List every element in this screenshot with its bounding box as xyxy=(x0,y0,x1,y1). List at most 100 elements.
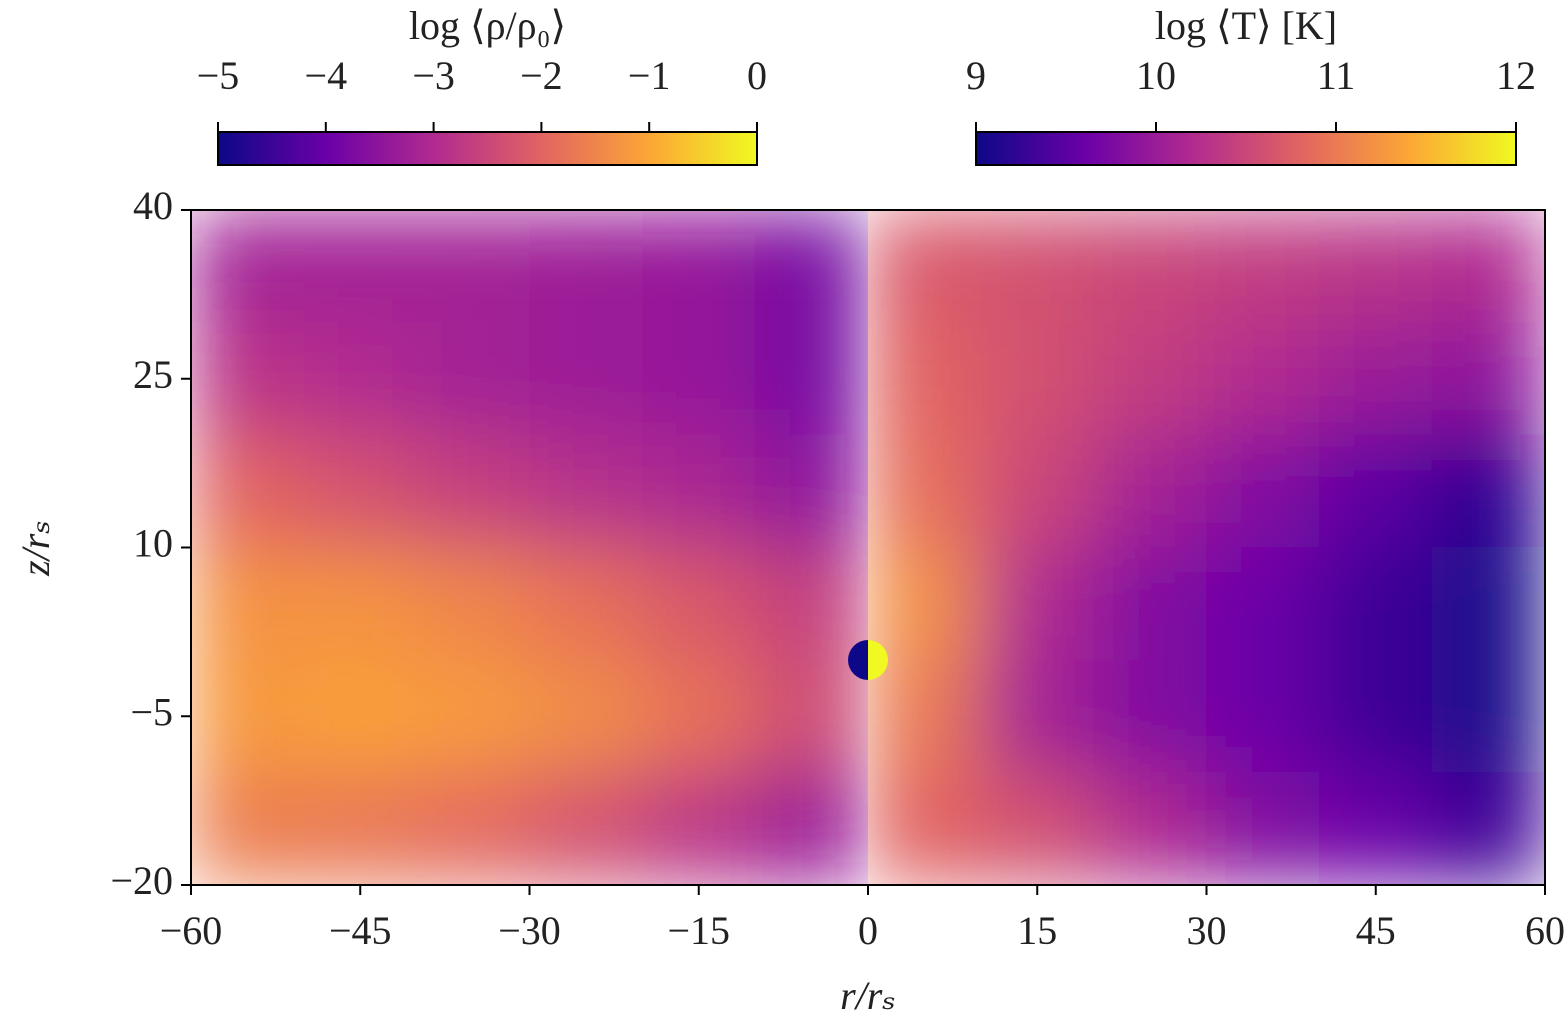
x-tick-label: −60 xyxy=(160,908,223,953)
heatmap-cell xyxy=(1206,434,1320,548)
y-tick-label: −20 xyxy=(110,858,173,903)
heatmap-cell xyxy=(754,210,868,323)
x-tick-label: −45 xyxy=(329,908,392,953)
heatmap-panel xyxy=(868,210,1545,885)
colorbar-tick-label: −4 xyxy=(305,53,348,98)
heatmap-cell xyxy=(641,434,756,548)
heatmap-cell xyxy=(754,322,868,436)
colorbar-tick-label: −1 xyxy=(628,53,671,98)
heatmap-cell xyxy=(416,210,530,323)
heatmap-cells xyxy=(191,210,868,885)
heatmap-cell xyxy=(191,434,305,548)
colorbar-label: log ⟨T⟩ [K] xyxy=(1155,3,1337,48)
heatmap-panel xyxy=(191,210,868,885)
heatmap-cell xyxy=(416,322,530,436)
heatmap-cell xyxy=(416,547,530,661)
heatmap-cell xyxy=(1431,322,1545,436)
heatmap-cell xyxy=(1206,322,1320,436)
heatmap-cell xyxy=(1318,322,1433,436)
y-tick-label: 10 xyxy=(133,521,173,566)
heatmap-cell xyxy=(529,434,643,548)
x-tick-label: 60 xyxy=(1525,908,1565,953)
x-tick-label: 15 xyxy=(1017,908,1057,953)
colorbar-tick-label: 12 xyxy=(1496,53,1536,98)
colorbar-tick-label: −3 xyxy=(412,53,455,98)
heatmap-cell xyxy=(191,322,305,436)
y-tick-label: −5 xyxy=(130,689,173,734)
heatmap-cell xyxy=(191,772,305,885)
heatmap-cell xyxy=(641,659,756,773)
colorbar-tick-label: −2 xyxy=(520,53,563,98)
heatmap-cell xyxy=(416,772,530,885)
heatmap-cell xyxy=(1318,547,1433,661)
central-object xyxy=(848,640,868,680)
x-axis-label: r/rₛ xyxy=(840,973,896,1018)
heatmap-cell xyxy=(980,210,1095,323)
heatmap-cell xyxy=(529,210,643,323)
heatmap-cell xyxy=(529,659,643,773)
heatmap-cell xyxy=(1093,772,1207,885)
heatmap-cell xyxy=(1431,434,1545,548)
y-tick-label: 40 xyxy=(133,183,173,228)
heatmap-cell xyxy=(416,659,530,773)
heatmap-cell xyxy=(1318,210,1433,323)
heatmap-cell xyxy=(303,210,418,323)
heatmap-cell xyxy=(1431,210,1545,323)
heatmap-cell xyxy=(868,659,982,773)
y-tick-label: 25 xyxy=(133,352,173,397)
heatmap-cell xyxy=(1431,772,1545,885)
heatmap-cell xyxy=(980,322,1095,436)
heatmap-cell xyxy=(868,547,982,661)
heatmap-cell xyxy=(1318,659,1433,773)
heatmap-cell xyxy=(641,772,756,885)
heatmap-cell xyxy=(1206,659,1320,773)
heatmap-cell xyxy=(1093,547,1207,661)
heatmap-cell xyxy=(1318,772,1433,885)
heatmap-cell xyxy=(754,434,868,548)
heatmap-cell xyxy=(191,547,305,661)
heatmap-cell xyxy=(1431,547,1545,661)
heatmap-cell xyxy=(1093,210,1207,323)
y-axis-label: z/rₛ xyxy=(13,520,58,577)
heatmap-cell xyxy=(191,659,305,773)
colorbar-tick-label: 9 xyxy=(966,53,986,98)
x-tick-label: 45 xyxy=(1356,908,1396,953)
heatmap-cells xyxy=(868,210,1545,885)
colorbar xyxy=(217,131,758,166)
heatmap-cell xyxy=(303,434,418,548)
colorbar xyxy=(975,131,1517,166)
colorbar-label: log ⟨ρ/ρ₀⟩ xyxy=(409,3,566,48)
colorbar-tick-label: −5 xyxy=(197,53,240,98)
heatmap-cell xyxy=(868,322,982,436)
heatmap-cell xyxy=(1206,772,1320,885)
heatmap-cell xyxy=(529,772,643,885)
heatmap-cell xyxy=(303,659,418,773)
heatmap-cell xyxy=(303,322,418,436)
heatmap-cell xyxy=(754,547,868,661)
x-tick-label: −15 xyxy=(667,908,730,953)
central-object xyxy=(868,640,888,680)
heatmap-cell xyxy=(868,772,982,885)
heatmap-cell xyxy=(191,210,305,323)
heatmap-cell xyxy=(754,772,868,885)
heatmap-cell xyxy=(868,210,982,323)
heatmap-cell xyxy=(868,434,982,548)
heatmap-cell xyxy=(1318,434,1433,548)
heatmap-cell xyxy=(1206,547,1320,661)
heatmap-cell xyxy=(980,659,1095,773)
heatmap-cell xyxy=(1431,659,1545,773)
heatmap-cell xyxy=(303,772,418,885)
heatmap-cell xyxy=(641,210,756,323)
heatmap-cell xyxy=(641,547,756,661)
x-tick-label: −30 xyxy=(498,908,561,953)
x-tick-label: 30 xyxy=(1187,908,1227,953)
heatmap-cell xyxy=(1093,322,1207,436)
heatmap-cell xyxy=(754,659,868,773)
heatmap-cell xyxy=(416,434,530,548)
heatmap-cell xyxy=(980,547,1095,661)
heatmap-cell xyxy=(1093,434,1207,548)
colorbar-tick-label: 0 xyxy=(747,53,767,98)
colorbar-tick-label: 11 xyxy=(1317,53,1356,98)
